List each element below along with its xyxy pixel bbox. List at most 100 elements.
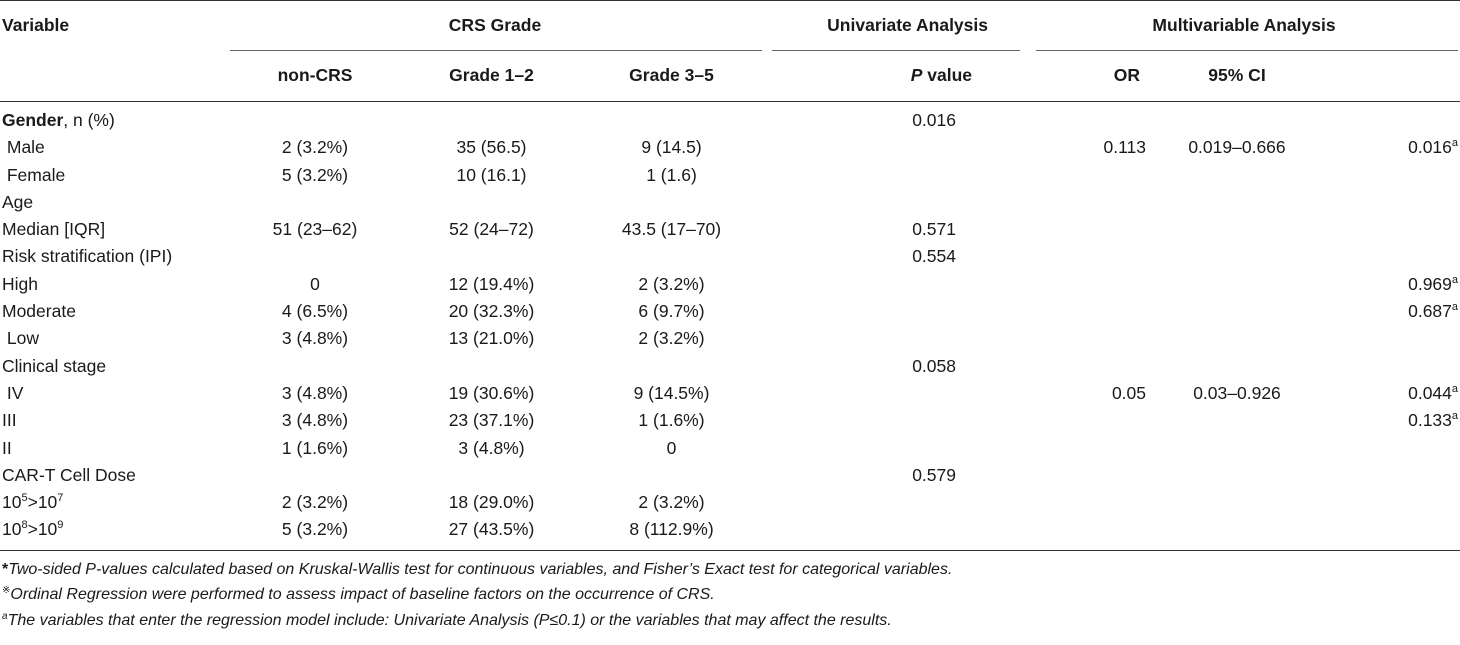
cell-multi-p (1321, 435, 1460, 462)
cell-univariate-p (764, 271, 1028, 298)
cell-or: 0.05 (1111, 382, 1146, 403)
row-label: Clinical stage (2, 355, 107, 376)
multi-p-superscript: a (1451, 273, 1459, 286)
dose-exp: 5 (21, 492, 28, 505)
cell-non-crs: 1 (1.6%) (281, 437, 349, 458)
row-label: Female (2, 164, 66, 185)
cell-or (1028, 516, 1153, 543)
table-row: Low 3 (4.8%) 13 (21.0%) 2 (3.2%) (0, 325, 1460, 352)
cell-multi-p (1321, 216, 1460, 243)
table-row: II 1 (1.6%) 3 (4.8%) 0 (0, 435, 1460, 462)
table-row: Clinical stage 0.058 (0, 353, 1460, 380)
cell-univariate-p (764, 407, 1028, 434)
cell-grade-3-5: 43.5 (17–70) (621, 219, 722, 240)
cell-or (1028, 216, 1153, 243)
cell-grade-3-5 (579, 189, 764, 216)
cell-grade-3-5: 1 (1.6%) (638, 410, 705, 431)
row-label: Risk stratification (IPI) (2, 246, 173, 267)
cell-grade-1-2: 23 (37.1%) (448, 410, 535, 431)
header-crs-grade: CRS Grade (226, 0, 764, 52)
cell-non-crs: 2 (3.2%) (281, 492, 349, 513)
cell-univariate-p: 0.554 (912, 246, 956, 267)
row-label: Median [IQR] (2, 219, 106, 240)
cell-ci (1153, 462, 1321, 489)
footnote-1-text: Two-sided P-values calculated based on K… (8, 560, 953, 578)
cell-univariate-p (764, 189, 1028, 216)
multi-p-value: 0.016 (1408, 137, 1452, 158)
cell-univariate-p (764, 516, 1028, 543)
table-row: Age (0, 189, 1460, 216)
row-label: II (2, 437, 12, 458)
table-row: Moderate 4 (6.5%) 20 (32.3%) 6 (9.7%) 0.687a (0, 298, 1460, 325)
multi-p-value: 0.687 (1408, 301, 1452, 322)
crs-table: Variable CRS Grade Univariate Analysis M… (0, 0, 1460, 551)
cell-non-crs: 3 (4.8%) (281, 328, 349, 349)
p-italic: P (910, 65, 923, 86)
cell-grade-1-2 (404, 243, 579, 270)
cell-or (1028, 353, 1153, 380)
cell-grade-3-5 (579, 353, 764, 380)
dose-base: 10 (37, 492, 58, 513)
cell-ci: 0.03–0.926 (1193, 382, 1281, 403)
cell-multi-p: 0.016a (1321, 134, 1460, 161)
header-multivariable: Multivariable Analysis (1028, 0, 1460, 52)
table-row: IV 3 (4.8%) 19 (30.6%) 9 (14.5%) 0.05 0.03–0.… (0, 380, 1460, 407)
footnote-2-text: Ordinal Regression were performed to ass… (10, 586, 715, 604)
table-row: Median [IQR] 51 (23–62) 52 (24–72) 43.5 (17… (0, 216, 1460, 243)
cell-non-crs: 0 (310, 273, 320, 294)
row-label: IV (2, 382, 24, 403)
cell-ci (1153, 271, 1321, 298)
cell-or (1028, 243, 1153, 270)
cell-grade-1-2: 52 (24–72) (449, 219, 534, 240)
header-grade-1-2: Grade 1–2 (404, 51, 579, 102)
multi-p-superscript: a (1451, 382, 1459, 395)
cell-grade-3-5: 2 (3.2%) (638, 328, 705, 349)
cell-or (1028, 462, 1153, 489)
cell-grade-1-2: 20 (32.3%) (448, 301, 535, 322)
row-label: 108>109 (0, 516, 226, 543)
cell-grade-3-5: 9 (14.5) (641, 137, 702, 158)
footnote-3-text: The variables that enter the regression … (7, 611, 892, 629)
footnotes: *Two-sided P-values calculated based on … (0, 551, 1460, 634)
cell-non-crs: 5 (3.2%) (281, 519, 349, 540)
cell-grade-3-5 (579, 462, 764, 489)
cell-ci (1153, 189, 1321, 216)
cell-or (1028, 189, 1153, 216)
cell-univariate-p: 0.058 (912, 355, 956, 376)
multi-p-superscript: a (1451, 137, 1459, 150)
multi-p-superscript: a (1451, 301, 1459, 314)
cell-univariate-p (764, 435, 1028, 462)
footnote-3: aThe variables that enter the regression… (2, 608, 1458, 634)
row-label-rest: , n (%) (63, 110, 115, 130)
cell-grade-1-2: 18 (29.0%) (448, 492, 535, 513)
cell-ci (1153, 298, 1321, 325)
cell-grade-3-5 (579, 102, 764, 135)
table-row: 105>107 2 (3.2%) 18 (29.0%) 2 (3.2%) (0, 489, 1460, 516)
cell-or (1028, 325, 1153, 352)
cell-grade-1-2: 10 (16.1) (456, 164, 527, 185)
cell-non-crs (226, 462, 404, 489)
row-label-bold: Gender (2, 110, 64, 130)
row-label: Low (2, 328, 39, 349)
header-ci: 95% CI (1153, 51, 1321, 102)
dose-sep: > (27, 519, 38, 540)
cell-non-crs (226, 102, 404, 135)
multi-p-value: 0.969 (1408, 273, 1452, 294)
cell-or (1028, 102, 1153, 135)
header-multi-p (1321, 51, 1460, 102)
cell-non-crs: 5 (3.2%) (281, 164, 349, 185)
multi-p-value: 0.133 (1408, 410, 1452, 431)
dose-exp: 8 (21, 519, 28, 532)
cell-multi-p (1321, 353, 1460, 380)
cell-ci (1153, 162, 1321, 189)
cell-univariate-p: 0.579 (912, 464, 956, 485)
table-row: III 3 (4.8%) 23 (37.1%) 1 (1.6%) 0.133a (0, 407, 1460, 434)
cell-multi-p (1321, 102, 1460, 135)
cell-multi-p (1321, 162, 1460, 189)
table-row: CAR-T Cell Dose 0.579 (0, 462, 1460, 489)
header-non-crs: non-CRS (226, 51, 404, 102)
cell-grade-3-5: 8 (112.9%) (629, 519, 714, 540)
table-row: Risk stratification (IPI) 0.554 (0, 243, 1460, 270)
cell-grade-1-2 (404, 353, 579, 380)
cell-ci (1153, 353, 1321, 380)
